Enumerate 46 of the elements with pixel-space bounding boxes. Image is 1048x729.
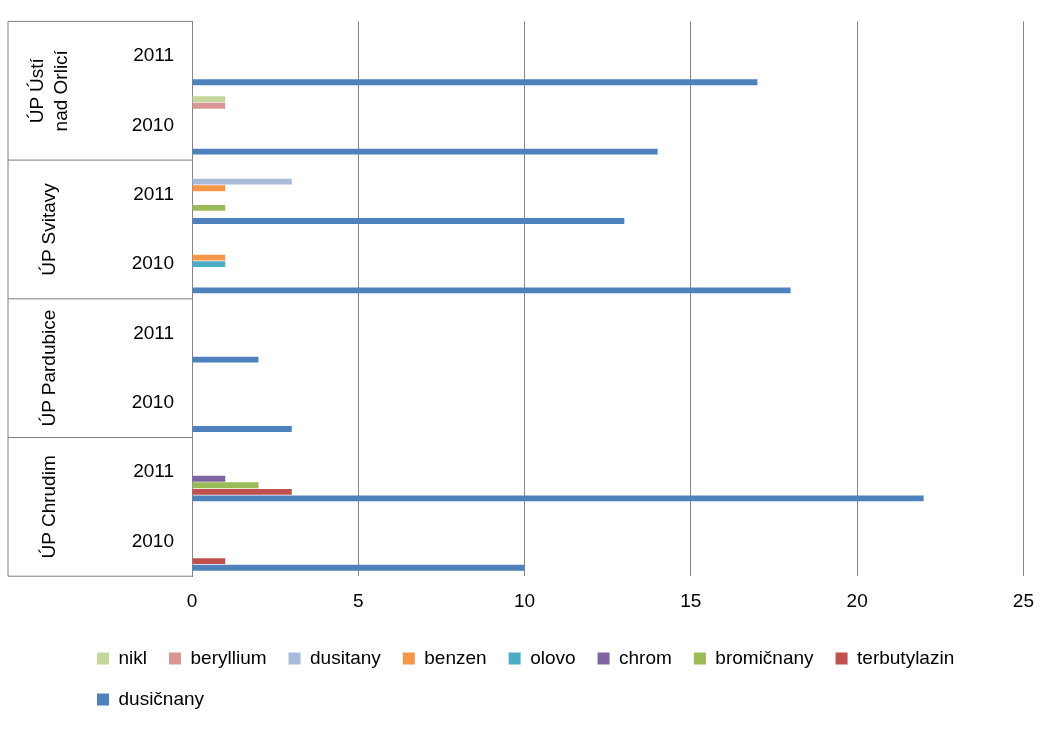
legend-label: terbutylazin (857, 646, 955, 668)
bar (192, 426, 292, 432)
legend-label: dusičnany (118, 687, 205, 709)
bar (192, 185, 226, 192)
bar (192, 495, 924, 502)
bar (192, 356, 259, 363)
y-tick-label: 2011 (133, 183, 174, 205)
x-tick-label: 10 (514, 589, 536, 611)
bar (192, 482, 259, 489)
y-tick-label: 2010 (131, 391, 174, 413)
bar (192, 218, 625, 224)
x-tick-label: 15 (680, 589, 702, 611)
bar (192, 178, 292, 185)
y-tick-label: 2010 (131, 113, 174, 135)
y-tick-label: 2011 (133, 44, 174, 66)
legend-label: benzen (424, 646, 487, 668)
bar (192, 488, 292, 495)
text: ÚP Svitavy (38, 182, 60, 276)
legend-label: beryllium (190, 646, 267, 668)
legend-label: bromičnany (715, 646, 815, 668)
text: ÚP Ústí nad Orlicí (26, 49, 72, 132)
bar (192, 261, 226, 268)
legend-label: olovo (530, 646, 576, 668)
bar (192, 79, 758, 86)
x-tick-label: 5 (353, 589, 364, 611)
bar (192, 254, 226, 261)
y-tick-label: 2010 (131, 529, 174, 551)
legend-label: nikl (118, 646, 148, 668)
x-tick-label: 0 (186, 589, 198, 611)
bar (192, 558, 226, 565)
y-tick-label: 2010 (131, 252, 174, 274)
text: ÚP Pardubice (38, 309, 60, 427)
x-tick-label: 20 (846, 589, 868, 611)
x-tick-label: 25 (1012, 589, 1034, 611)
bar (192, 102, 226, 109)
bar (192, 475, 226, 482)
bar (192, 96, 226, 103)
bar (192, 204, 226, 211)
bar (192, 287, 791, 294)
legend-label: chrom (619, 646, 672, 668)
text: ÚP Chrudim (38, 455, 60, 559)
bar (192, 564, 525, 571)
y-tick-label: 2011 (133, 460, 174, 482)
bar (192, 148, 658, 155)
y-tick-label: 2011 (133, 321, 174, 343)
legend-label: dusitany (310, 646, 382, 668)
